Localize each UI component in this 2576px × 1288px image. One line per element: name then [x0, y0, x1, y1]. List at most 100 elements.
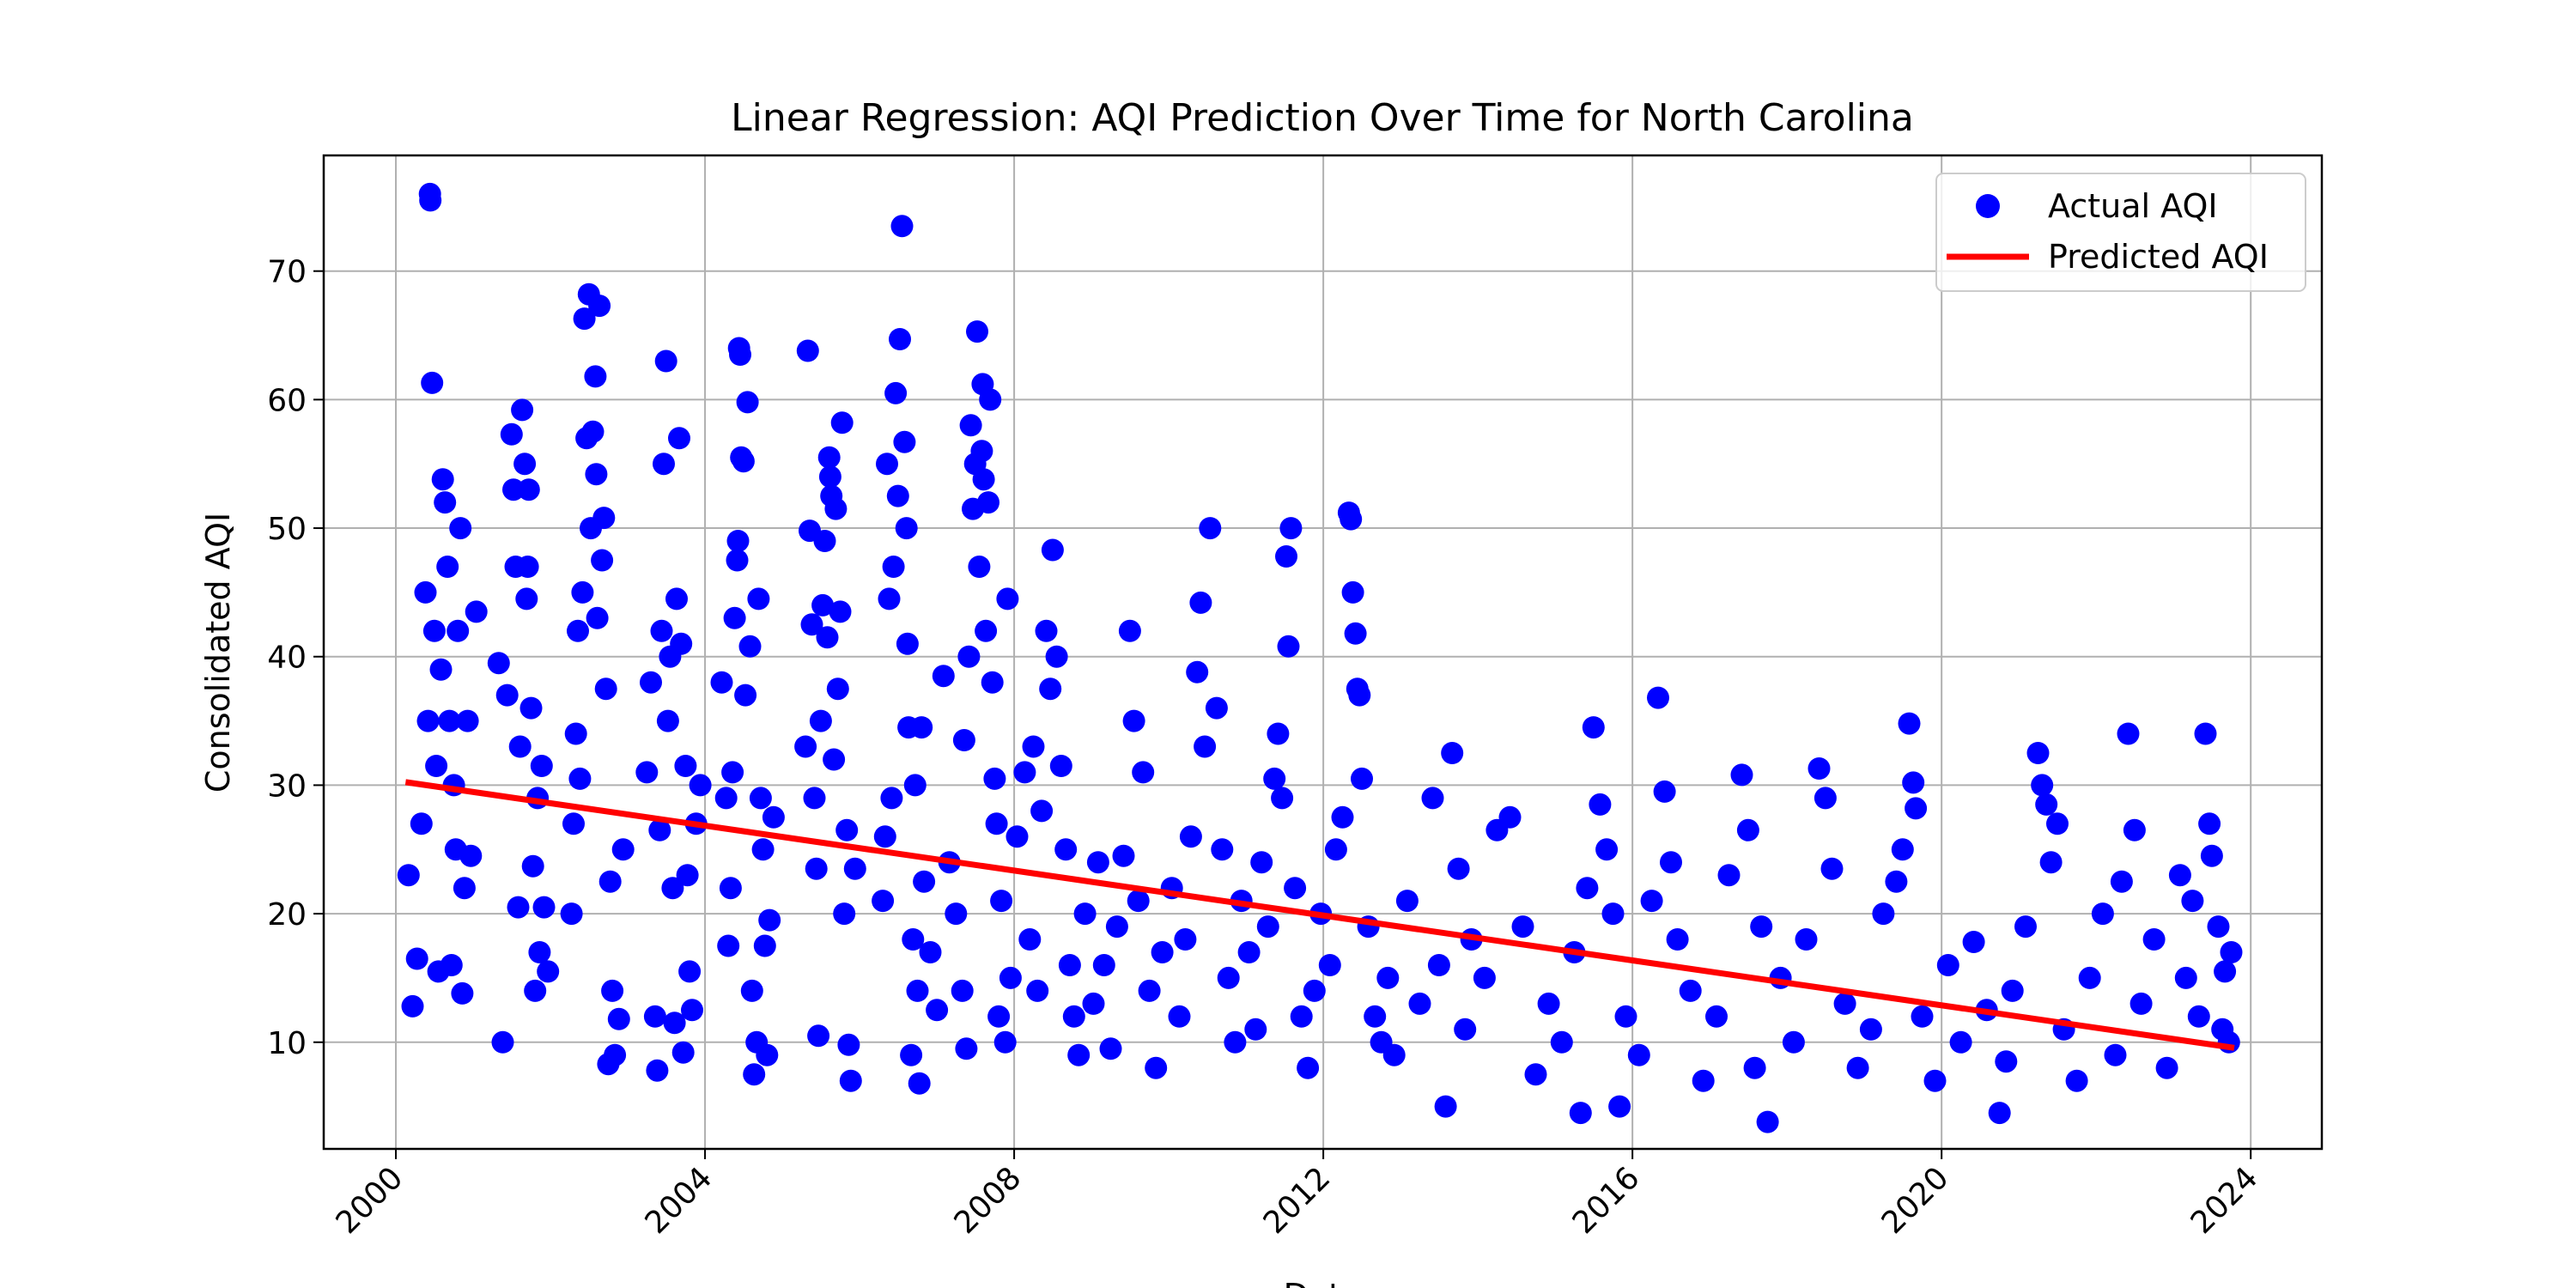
- data-point: [436, 556, 459, 578]
- data-point: [1692, 1069, 1715, 1092]
- data-point: [999, 966, 1022, 989]
- data-point: [717, 934, 740, 957]
- data-point: [833, 902, 856, 926]
- data-point: [996, 587, 1019, 611]
- data-point: [2065, 1069, 2088, 1092]
- data-point: [2187, 1005, 2210, 1028]
- data-point: [1408, 992, 1431, 1015]
- data-point: [1717, 864, 1741, 887]
- data-point: [1237, 941, 1261, 963]
- data-point: [756, 1043, 779, 1066]
- data-point: [1013, 761, 1036, 784]
- data-point: [1814, 787, 1837, 810]
- data-point: [830, 411, 854, 434]
- data-point: [2142, 928, 2166, 951]
- data-point: [886, 484, 909, 507]
- data-point: [676, 864, 699, 887]
- data-point: [594, 677, 617, 701]
- data-point: [919, 941, 942, 963]
- data-point: [2091, 902, 2114, 926]
- data-point: [2035, 793, 2058, 816]
- data-point: [1364, 1005, 1387, 1028]
- data-point: [1395, 890, 1419, 913]
- data-point: [977, 491, 999, 514]
- data-point: [530, 755, 553, 777]
- data-point: [1277, 635, 1300, 658]
- data-point: [1576, 877, 1599, 900]
- data-point: [586, 606, 609, 629]
- data-point: [823, 748, 846, 771]
- data-point: [1653, 780, 1676, 803]
- data-point: [975, 619, 998, 642]
- data-point: [1067, 1043, 1091, 1066]
- data-point: [800, 613, 823, 636]
- data-point: [671, 1041, 695, 1064]
- data-point: [438, 709, 461, 732]
- data-point: [1447, 857, 1470, 880]
- data-point: [646, 1059, 669, 1082]
- data-point: [957, 645, 981, 668]
- data-point: [1026, 979, 1049, 1002]
- data-point: [1054, 838, 1078, 861]
- data-point: [743, 1063, 766, 1086]
- data-point: [882, 556, 905, 578]
- data-point: [668, 427, 690, 450]
- data-point: [670, 632, 693, 655]
- data-point: [1049, 755, 1072, 777]
- data-point: [873, 825, 896, 848]
- data-point: [511, 398, 534, 422]
- data-point: [1589, 793, 1612, 816]
- data-point: [1186, 660, 1209, 683]
- data-point: [1086, 851, 1109, 874]
- data-point: [1782, 1030, 1805, 1054]
- data-point: [762, 805, 785, 829]
- data-point: [880, 787, 903, 810]
- legend-box: [1935, 173, 2306, 292]
- data-point: [581, 420, 605, 443]
- data-point: [2031, 774, 2054, 797]
- data-point: [972, 468, 995, 491]
- grid-lines: [324, 155, 2322, 1149]
- data-point: [1988, 1102, 2011, 1125]
- data-point: [1290, 1005, 1313, 1028]
- legend-label-actual: Actual AQI: [2048, 187, 2218, 225]
- data-point: [1224, 1030, 1247, 1054]
- data-point: [837, 1033, 860, 1056]
- data-point: [508, 735, 532, 758]
- data-point: [2129, 992, 2153, 1015]
- data-point: [1434, 1095, 1457, 1118]
- data-point: [1473, 966, 1496, 989]
- data-point: [1376, 966, 1400, 989]
- legend-marker-actual: [1976, 194, 2000, 218]
- data-point: [884, 381, 908, 404]
- data-point: [524, 979, 547, 1002]
- data-point: [1118, 619, 1141, 642]
- regression-line: [404, 779, 2235, 1051]
- data-point: [906, 979, 929, 1002]
- data-point: [434, 491, 457, 514]
- data-point: [794, 735, 817, 758]
- data-point: [562, 812, 585, 835]
- data-point: [451, 981, 474, 1005]
- data-point: [1905, 797, 1928, 820]
- data-point: [1911, 1005, 1934, 1028]
- data-point: [955, 1037, 978, 1060]
- data-point: [611, 838, 635, 861]
- data-point: [983, 767, 1006, 790]
- data-point: [987, 1005, 1011, 1028]
- data-point: [2078, 966, 2101, 989]
- data-point: [1601, 902, 1625, 926]
- data-point: [422, 619, 446, 642]
- data-point: [1898, 712, 1921, 735]
- data-point: [643, 1005, 666, 1028]
- data-point: [1092, 954, 1115, 976]
- data-point: [1885, 870, 1908, 893]
- data-point: [826, 677, 849, 701]
- data-point: [1318, 954, 1341, 976]
- data-point: [843, 857, 866, 880]
- data-point: [560, 902, 583, 926]
- x-axis-label: Date: [1284, 1277, 1362, 1288]
- y-tick-label: 50: [267, 512, 307, 547]
- data-point: [401, 994, 424, 1018]
- data-point: [1344, 622, 1367, 645]
